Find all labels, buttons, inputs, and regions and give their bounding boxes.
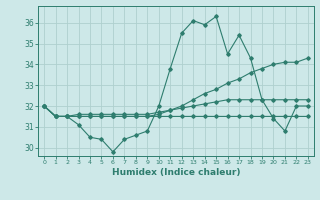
- X-axis label: Humidex (Indice chaleur): Humidex (Indice chaleur): [112, 168, 240, 177]
